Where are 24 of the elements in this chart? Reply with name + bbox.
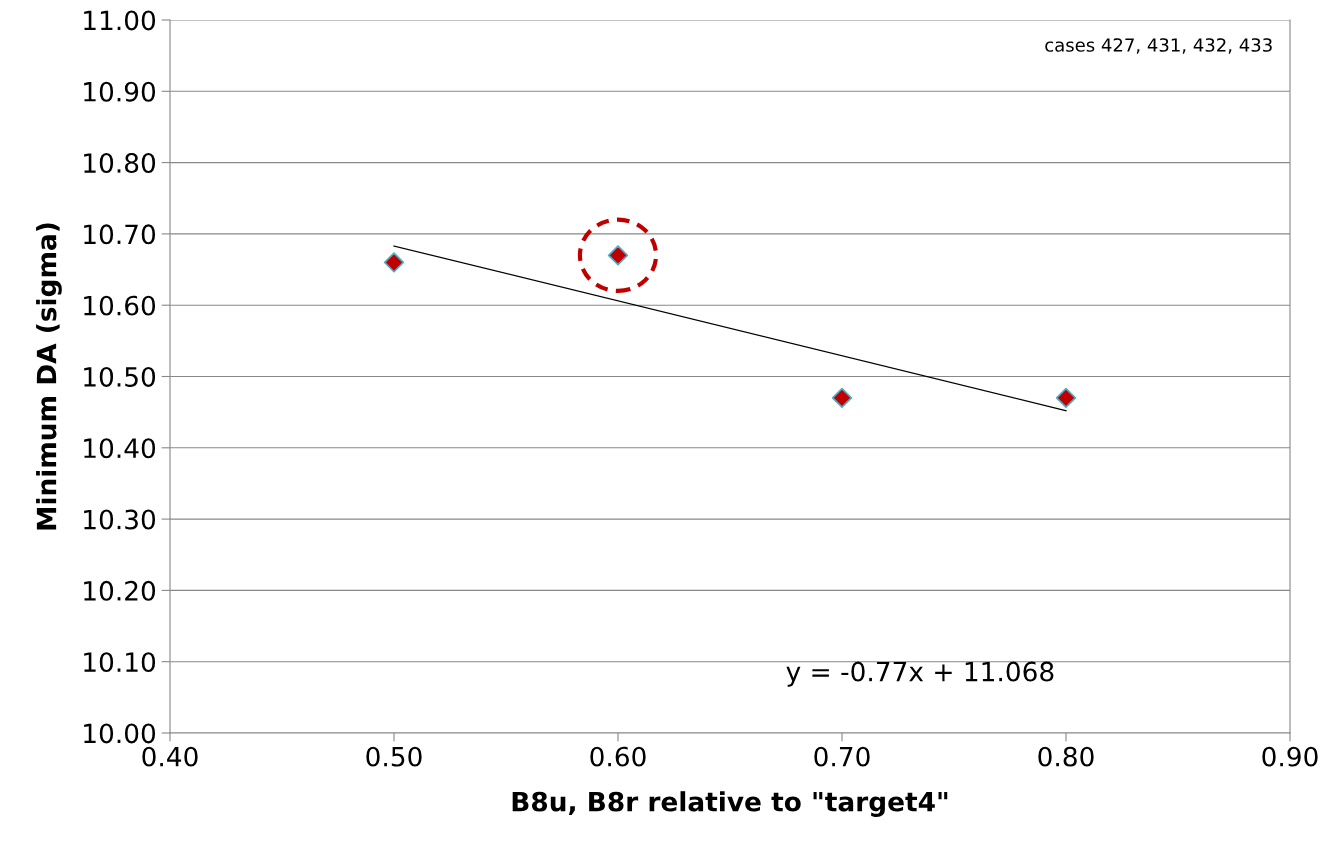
y-tick-label: 10.60 — [84, 295, 156, 316]
y-tick-label: 10.30 — [84, 509, 156, 530]
annotation: cases 427, 431, 432, 433 — [1045, 38, 1272, 54]
y-tick-label: 10.00 — [84, 723, 156, 744]
y-tick-label: 10.50 — [84, 366, 156, 387]
y-tick-label: 10.90 — [84, 81, 156, 102]
y-tick-label: 10.70 — [84, 224, 156, 245]
point — [1055, 387, 1077, 409]
annotation: y = -0.77x + 11.068 — [786, 661, 1054, 687]
x-tick-label: 0.60 — [590, 746, 646, 767]
x-tick-label: 0.50 — [366, 746, 422, 767]
y-tick-label: 10.20 — [84, 580, 156, 601]
point — [831, 387, 853, 409]
y-tick-label: 10.40 — [84, 438, 156, 459]
x-tick-label: 0.80 — [1038, 746, 1094, 767]
x-tick-label: 0.70 — [814, 746, 870, 767]
y-axis-title: Minimum DA (sigma) — [36, 223, 62, 530]
y-tick-label: 10.80 — [84, 153, 156, 173]
y-tick-label: 11.00 — [84, 10, 156, 31]
point — [383, 252, 405, 273]
y-tick-label: 10.10 — [84, 652, 156, 673]
x-tick-label: 0.40 — [142, 746, 198, 767]
x-axis-title: B8u, B8r relative to "target4" — [512, 791, 948, 817]
x-tick-label: 0.90 — [1262, 746, 1318, 767]
